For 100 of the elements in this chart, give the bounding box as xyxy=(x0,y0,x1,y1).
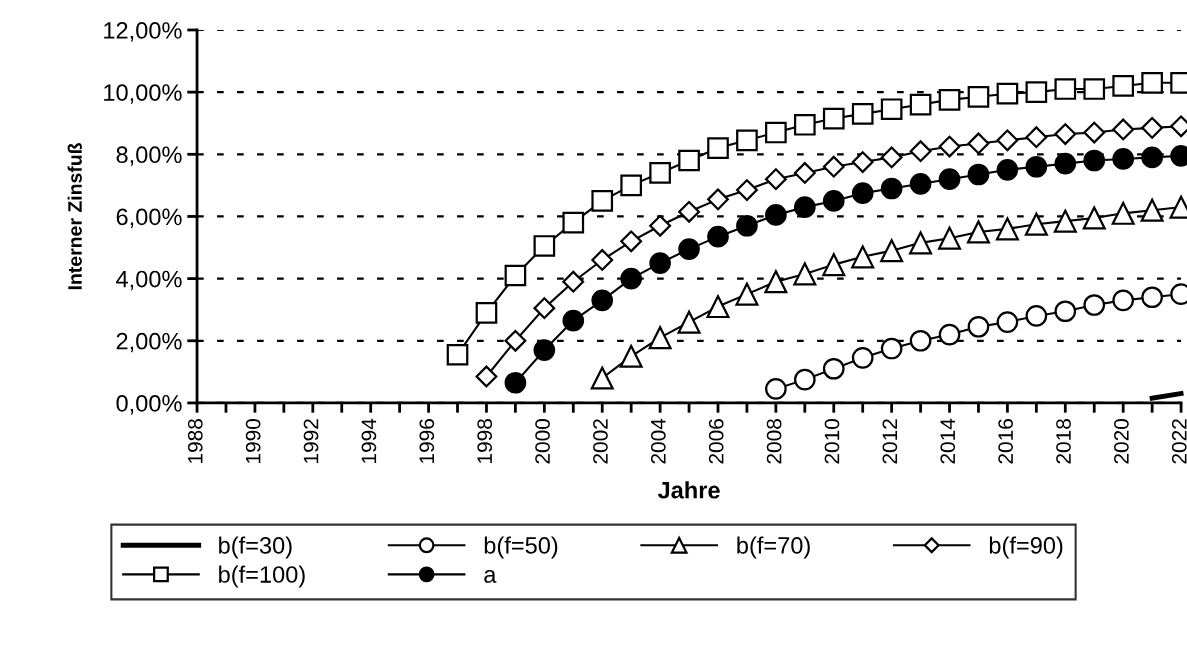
point xyxy=(1025,126,1048,149)
point xyxy=(591,289,614,312)
point xyxy=(967,132,990,155)
point xyxy=(765,121,787,144)
point xyxy=(677,310,701,334)
point xyxy=(1083,78,1106,100)
point xyxy=(1112,148,1135,170)
x-tick-label: 2022 xyxy=(1171,419,1187,464)
point xyxy=(966,220,990,244)
point xyxy=(562,211,585,234)
point xyxy=(736,179,758,201)
point xyxy=(996,129,1019,152)
point xyxy=(1141,71,1163,94)
point xyxy=(880,146,903,169)
point xyxy=(1083,294,1106,316)
point xyxy=(1054,123,1077,146)
point xyxy=(1112,118,1135,141)
point xyxy=(822,253,846,277)
point xyxy=(851,245,875,269)
point xyxy=(648,326,672,350)
y-tick-label: 6,00% xyxy=(116,208,182,229)
point xyxy=(909,172,932,195)
point xyxy=(591,190,614,212)
point xyxy=(880,239,904,263)
point xyxy=(793,162,816,184)
y-axis-title: Interner Zinsfuß xyxy=(67,143,82,290)
y-tick-label: 12,00% xyxy=(104,22,182,42)
point xyxy=(707,225,729,248)
legend-label: a xyxy=(484,569,497,583)
x-tick-label: 2020 xyxy=(1114,419,1129,464)
point xyxy=(851,103,874,125)
x-tick-label: 1990 xyxy=(245,419,261,463)
x-axis-title: Jahre xyxy=(657,481,720,499)
y-tick-label: 10,00% xyxy=(104,84,182,104)
point xyxy=(1083,149,1106,172)
point xyxy=(504,371,527,394)
point xyxy=(1054,152,1077,175)
point xyxy=(475,365,498,388)
point xyxy=(649,214,672,237)
point xyxy=(707,188,729,211)
point xyxy=(1111,201,1135,225)
point xyxy=(938,168,961,190)
point xyxy=(736,129,758,152)
point xyxy=(764,270,788,294)
x-tick-label: 1996 xyxy=(419,419,435,463)
y-tick-label: 8,00% xyxy=(116,146,182,166)
point xyxy=(909,93,932,116)
point xyxy=(938,226,962,250)
point xyxy=(938,89,961,111)
point xyxy=(996,159,1019,181)
point xyxy=(591,249,614,271)
point xyxy=(880,337,903,360)
point xyxy=(793,196,816,218)
point xyxy=(909,140,932,163)
point xyxy=(1024,212,1048,236)
point xyxy=(504,264,527,287)
point xyxy=(562,309,585,332)
point xyxy=(736,214,758,237)
point xyxy=(1082,206,1106,230)
legend-label: b(f=50) xyxy=(484,536,558,559)
point xyxy=(590,366,614,390)
x-tick-label: 1992 xyxy=(303,419,319,463)
point xyxy=(909,231,933,255)
point xyxy=(620,174,642,197)
x-tick-label: 1994 xyxy=(361,418,377,463)
point xyxy=(619,344,643,368)
x-tick-label: 2006 xyxy=(708,419,724,464)
point xyxy=(678,238,700,260)
point xyxy=(822,357,845,380)
x-tick-label: 2010 xyxy=(824,419,840,464)
point xyxy=(649,252,671,274)
y-tick-label: 2,00% xyxy=(116,332,182,353)
x-tick-label: 2002 xyxy=(593,419,608,464)
legend-label: b(f=30) xyxy=(219,536,292,559)
point xyxy=(793,113,816,136)
point xyxy=(995,217,1019,241)
x-tick-label: 2008 xyxy=(766,419,782,464)
point xyxy=(1112,75,1135,97)
point xyxy=(793,368,816,391)
point xyxy=(851,347,874,369)
x-tick-label: 2004 xyxy=(650,418,666,464)
x-tick-label: 1988 xyxy=(187,419,203,463)
point xyxy=(967,163,990,186)
point xyxy=(938,323,961,346)
point xyxy=(562,270,585,293)
point xyxy=(504,329,527,352)
point xyxy=(1053,209,1077,233)
point xyxy=(735,282,759,306)
point xyxy=(880,98,903,121)
point xyxy=(1054,78,1077,100)
point xyxy=(822,155,845,178)
x-tick-label: 2016 xyxy=(998,419,1014,464)
point xyxy=(996,82,1019,105)
point xyxy=(793,262,817,286)
legend-label: b(f=70) xyxy=(737,536,810,559)
point xyxy=(620,230,643,253)
point xyxy=(909,329,932,352)
point xyxy=(678,149,700,172)
legend-label: b(f=90) xyxy=(989,536,1063,559)
point xyxy=(446,343,469,366)
